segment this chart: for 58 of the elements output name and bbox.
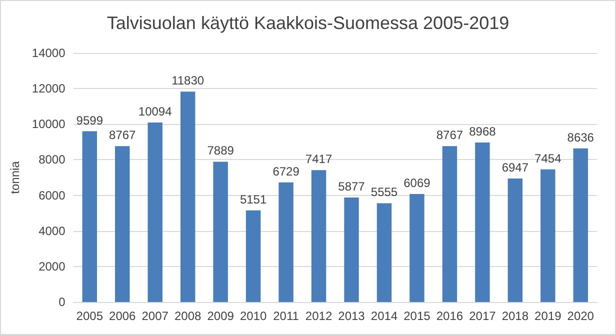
x-tick-label: 2016: [436, 309, 464, 323]
x-tick-label: 2012: [305, 309, 332, 323]
data-label: 7417: [305, 152, 332, 166]
data-label: 6069: [404, 176, 431, 190]
chart-title: Talvisuolan käyttö Kaakkois-Suomessa 2005-2019: [106, 13, 510, 33]
data-label: 6947: [502, 160, 529, 174]
bar: [82, 131, 97, 302]
bar: [540, 169, 556, 302]
bar: [180, 92, 196, 302]
y-tick-label: 4000: [38, 224, 66, 238]
y-tick-label: 12000: [32, 82, 66, 96]
data-label: 7454: [534, 151, 562, 166]
y-tick-label: 8000: [38, 152, 66, 167]
y-axis-title: tonnia: [8, 160, 22, 194]
data-label: 8636: [567, 130, 594, 144]
data-label: 5877: [338, 179, 366, 194]
bar: [573, 148, 588, 302]
y-tick-label: 0: [58, 295, 66, 309]
data-label: 7889: [207, 144, 234, 158]
bar: [376, 203, 392, 302]
data-label: 8767: [109, 128, 136, 142]
bar: [213, 162, 228, 302]
data-label: 10094: [138, 104, 172, 118]
bar: [148, 122, 162, 302]
bar: [475, 142, 490, 302]
data-label: 6729: [272, 164, 300, 178]
data-label: 5151: [240, 192, 267, 206]
bar: [442, 146, 458, 302]
x-tick-label: 2013: [338, 309, 366, 323]
bar: [246, 210, 261, 302]
x-tick-label: 2017: [469, 309, 496, 323]
bar: [311, 170, 326, 302]
x-tick-label: 2007: [142, 309, 169, 323]
data-label: 8767: [436, 128, 464, 142]
bar: [115, 146, 130, 302]
bar: [508, 178, 523, 302]
x-tick-label: 2010: [240, 309, 267, 323]
x-tick-label: 2011: [273, 309, 300, 323]
bar: [278, 182, 294, 302]
data-label: 8968: [469, 124, 496, 138]
data-label: 11830: [172, 74, 204, 88]
x-tick-label: 2018: [502, 309, 529, 323]
y-tick-label: 14000: [32, 46, 66, 60]
bar: [344, 197, 359, 302]
y-tick-label: 2000: [38, 259, 66, 274]
y-tick-label: 10000: [32, 117, 66, 132]
data-label: 9599: [76, 113, 104, 128]
x-tick-label: 2006: [109, 309, 136, 323]
x-tick-label: 2015: [404, 309, 431, 323]
data-label: 5555: [370, 185, 398, 200]
x-tick-label: 2020: [567, 309, 594, 323]
x-tick-label: 2005: [76, 309, 104, 323]
bar: [410, 194, 424, 302]
x-tick-label: 2008: [174, 309, 202, 323]
y-tick-label: 6000: [38, 188, 66, 202]
x-tick-label: 2009: [207, 309, 234, 323]
x-tick-label: 2014: [370, 309, 398, 323]
x-tick-label: 2019: [534, 309, 562, 323]
